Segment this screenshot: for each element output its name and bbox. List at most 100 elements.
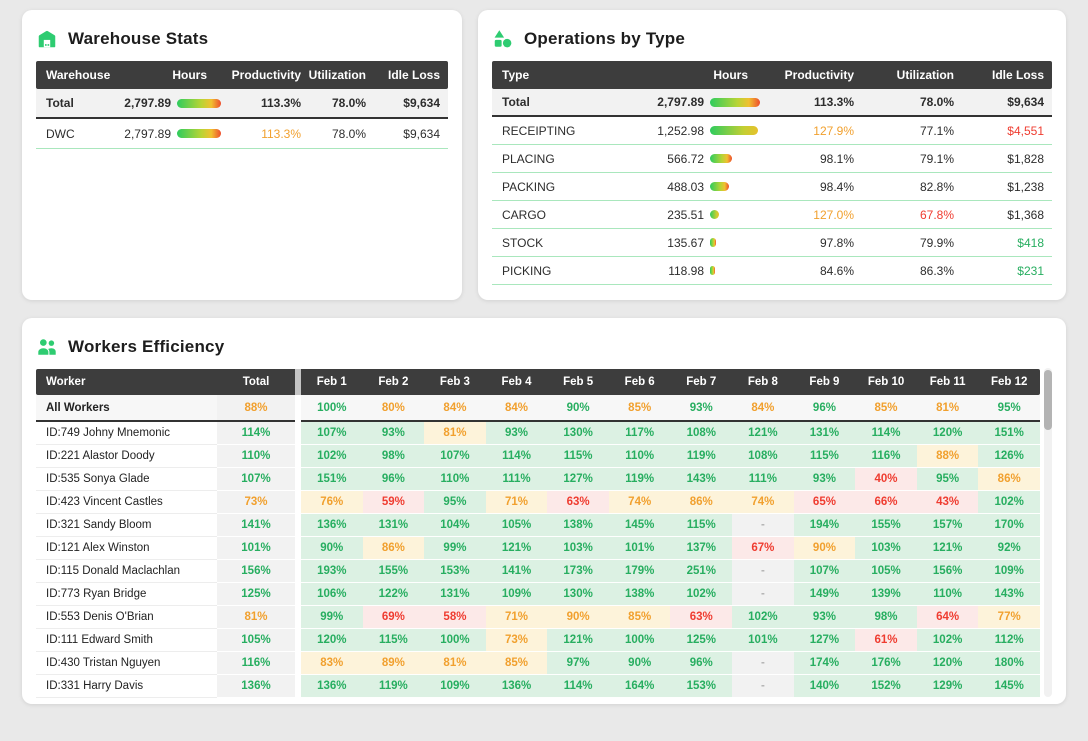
worker-name: ID:535 Sonya Glade (36, 468, 217, 491)
productivity-value: 127.9% (813, 123, 854, 138)
day-efficiency-cell: 114% (485, 445, 548, 468)
day-efficiency-cell: 105% (485, 514, 548, 537)
worker-name: ID:115 Donald Maclachlan (36, 560, 217, 583)
day-efficiency-cell: 59% (362, 491, 425, 514)
day-efficiency-cell: 104% (424, 514, 486, 537)
day-efficiency-cell: 81% (424, 652, 486, 675)
day-efficiency-cell: 76% (301, 491, 363, 514)
day-efficiency-cell: 131% (793, 422, 856, 445)
day-efficiency-cell: 98% (855, 606, 917, 629)
utilization-value: 78.0% (331, 126, 366, 141)
day-efficiency-cell: 129% (916, 675, 979, 698)
column-header: Feb 9 (793, 369, 856, 395)
utilization-value: 78.0% (331, 96, 366, 110)
idle-loss-value: $1,238 (1007, 179, 1044, 194)
day-efficiency-cell: 115% (793, 445, 856, 468)
table-header-row: Type Hours Productivity Utilization Idle Los… (492, 61, 1052, 89)
worker-name: ID:749 Johny Mnemonic (36, 422, 217, 445)
day-efficiency-cell: 127% (793, 629, 856, 652)
panel-title: Warehouse Stats (68, 29, 209, 48)
day-efficiency-cell: 143% (978, 583, 1040, 606)
column-header: Utilization (896, 68, 954, 82)
day-efficiency-cell: - (732, 560, 794, 583)
day-efficiency-cell: 88% (916, 445, 979, 468)
day-efficiency-cell: 83% (301, 652, 363, 675)
day-efficiency-cell: 110% (608, 445, 671, 468)
hours-bar-cell (704, 126, 762, 135)
row-label: Total (46, 96, 74, 110)
day-efficiency-cell: 86% (362, 537, 425, 560)
day-efficiency-cell: 86% (670, 491, 733, 514)
day-efficiency-cell: 126% (978, 445, 1040, 468)
table-body: Total 2,797.89 113.3% 78.0% $9,634 DWC 2,797.8… (36, 89, 448, 149)
day-efficiency-cell: 193% (301, 560, 363, 583)
day-efficiency-cell: 170% (978, 514, 1040, 537)
column-header: Feb 4 (485, 369, 548, 395)
day-efficiency-cell: 131% (362, 514, 425, 537)
day-efficiency-cell: 145% (978, 675, 1040, 698)
day-efficiency-cell: 102% (732, 606, 794, 629)
day-efficiency-cell: 174% (793, 652, 856, 675)
day-efficiency-cell: 143% (670, 468, 733, 491)
day-efficiency-cell: 112% (978, 629, 1040, 652)
day-efficiency-cell: 117% (608, 422, 671, 445)
day-efficiency-cell: 96% (670, 652, 733, 675)
day-efficiency-cell: 69% (362, 606, 425, 629)
day-efficiency-cell: 130% (547, 583, 609, 606)
day-efficiency-cell: 71% (485, 491, 548, 514)
day-efficiency-cell: 74% (732, 491, 794, 514)
day-efficiency-cell: 95% (424, 491, 486, 514)
day-efficiency-cell: 107% (424, 445, 486, 468)
hours-value: 566.72 (667, 151, 704, 166)
vertical-scrollbar-thumb[interactable] (1044, 370, 1052, 430)
vertical-scrollbar-track[interactable] (1044, 368, 1052, 697)
idle-loss-value: $1,368 (1007, 207, 1044, 222)
day-efficiency-cell: 108% (670, 422, 733, 445)
day-efficiency-cell: 93% (793, 468, 856, 491)
column-header: Hours (713, 68, 748, 82)
day-efficiency-cell: 81% (916, 395, 979, 422)
day-efficiency-cell: 153% (424, 560, 486, 583)
day-efficiency-cell: 140% (793, 675, 856, 698)
day-efficiency-cell: 81% (424, 422, 486, 445)
column-header: Utilization (308, 68, 366, 82)
day-efficiency-cell: 89% (362, 652, 425, 675)
workers-efficiency-table: Worker Total Feb 1 Feb 2 Feb 3 Feb 4 Feb 5 Feb … (36, 369, 1040, 698)
worker-row: ID:423 Vincent Castles 73% 76% 59% 95% 71% 63%… (36, 491, 1040, 514)
day-efficiency-cell: 100% (608, 629, 671, 652)
row-label: DWC (46, 126, 75, 141)
header-gap (295, 369, 301, 395)
day-efficiency-cell: 95% (978, 395, 1040, 422)
day-efficiency-cell: 115% (670, 514, 733, 537)
day-efficiency-cell: 103% (855, 537, 917, 560)
day-efficiency-cell: 61% (855, 629, 917, 652)
worker-row: ID:773 Ryan Bridge 125% 106% 122% 131% 109% 13… (36, 583, 1040, 606)
day-efficiency-cell: 92% (978, 537, 1040, 560)
day-efficiency-cell: 85% (608, 395, 671, 422)
warehouse-stats-header: Warehouse Stats (22, 10, 462, 61)
day-efficiency-cell: 149% (793, 583, 856, 606)
day-efficiency-cell: 80% (362, 395, 425, 422)
productivity-value: 98.4% (819, 179, 854, 194)
day-efficiency-cell: 105% (855, 560, 917, 583)
day-efficiency-cell: 106% (301, 583, 363, 606)
day-efficiency-cell: 152% (855, 675, 917, 698)
hours-bar-cell (171, 98, 221, 108)
worker-row: ID:331 Harry Davis 136% 136% 119% 109% 136% 11… (36, 675, 1040, 698)
day-efficiency-cell: 40% (855, 468, 917, 491)
row-label: Total (502, 95, 530, 109)
table-row: DWC 2,797.89 113.3% 78.0% $9,634 (36, 119, 448, 149)
total-efficiency-cell: 116% (217, 652, 295, 675)
table-row: PICKING 118.98 84.6% 86.3% $231 (492, 257, 1052, 285)
day-efficiency-cell: 74% (608, 491, 671, 514)
day-efficiency-cell: 84% (424, 395, 486, 422)
warehouse-icon (38, 30, 56, 48)
day-efficiency-cell: 179% (608, 560, 671, 583)
worker-name: ID:423 Vincent Castles (36, 491, 217, 514)
day-efficiency-cell: 90% (301, 537, 363, 560)
total-efficiency-cell: 73% (217, 491, 295, 514)
column-header: Feb 3 (424, 369, 486, 395)
day-efficiency-cell: - (732, 675, 794, 698)
hours-bar-cell (704, 182, 762, 191)
day-efficiency-cell: 110% (424, 468, 486, 491)
